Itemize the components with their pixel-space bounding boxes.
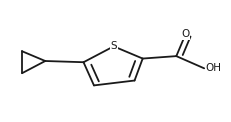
Text: O: O (181, 29, 189, 39)
Text: OH: OH (204, 63, 220, 73)
Text: S: S (110, 41, 116, 51)
